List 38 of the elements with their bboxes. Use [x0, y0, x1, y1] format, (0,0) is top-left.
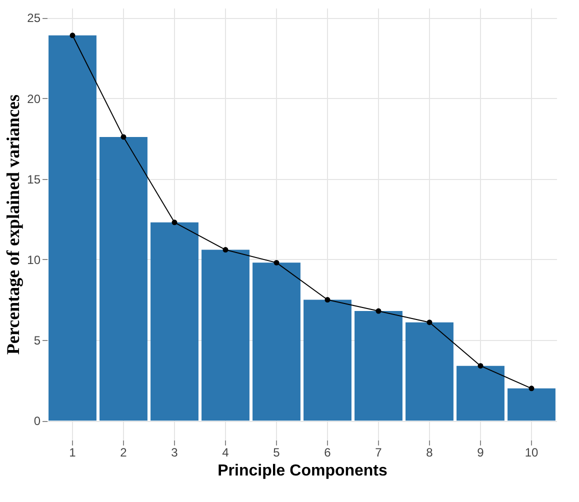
y-tick-label: 25 — [27, 11, 41, 26]
point — [376, 308, 382, 314]
bar — [150, 222, 198, 421]
bar — [48, 35, 96, 421]
bar — [406, 322, 454, 421]
point — [528, 386, 534, 392]
x-tick-label: 1 — [69, 446, 76, 460]
x-tick-label: 8 — [426, 446, 434, 460]
y-tick-label: 5 — [34, 334, 41, 348]
point — [70, 32, 76, 38]
y-tick-label: 15 — [27, 172, 41, 186]
bar — [100, 136, 148, 421]
x-axis-title: Principle Components — [218, 462, 388, 480]
point — [274, 260, 280, 266]
bar — [456, 366, 504, 421]
point — [478, 363, 484, 369]
point — [426, 320, 432, 326]
x-tick-label: 4 — [222, 446, 230, 460]
point — [222, 247, 228, 253]
x-tick-label: 2 — [120, 446, 128, 460]
bar — [304, 300, 352, 421]
bar — [202, 250, 250, 421]
x-tick-label: 6 — [324, 446, 332, 460]
bar — [252, 262, 300, 421]
y-tick-label: 10 — [27, 252, 41, 267]
y-tick-label: 0 — [34, 414, 41, 428]
x-tick-label: 7 — [375, 446, 382, 460]
x-tick-label: 10 — [524, 446, 538, 460]
x-tick-label: 9 — [477, 446, 484, 460]
point — [120, 134, 126, 140]
y-axis-title: Percentage of explained variances — [3, 94, 24, 355]
y-tick-label: 20 — [27, 92, 41, 106]
bar — [508, 388, 556, 421]
x-tick-label: 3 — [171, 446, 178, 460]
x-tick-label: 5 — [273, 446, 280, 460]
bar — [354, 311, 402, 421]
point — [324, 297, 330, 302]
point — [172, 220, 178, 226]
